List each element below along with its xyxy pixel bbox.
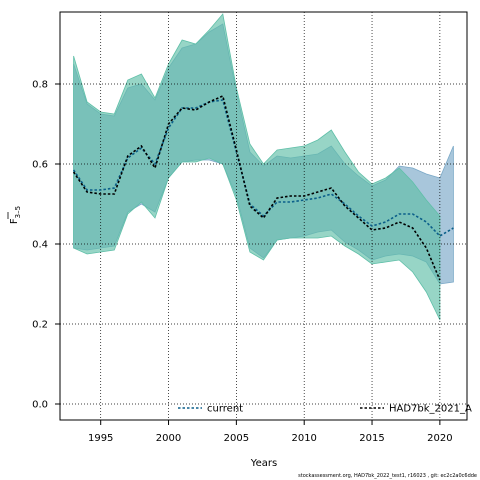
x-axis-title: Years <box>250 458 277 469</box>
legend: current HAD7bk_2021_A <box>178 404 472 415</box>
x-tick-label-0: 1995 <box>88 433 113 444</box>
series-line-1 <box>72 94 441 281</box>
confidence-bands <box>73 13 454 321</box>
y-axis-title-sub: 3–5 <box>14 206 22 218</box>
grid-lines <box>60 12 467 420</box>
plot-frame <box>59 11 468 421</box>
y-tick-label-2: 0.4 <box>32 240 48 251</box>
series-line-0 <box>72 99 454 238</box>
footnote: stockassessment.org, HAD7bk_2022_test1, … <box>298 473 477 479</box>
x-tick-label-4: 2015 <box>359 433 384 444</box>
y-tick-label-4: 0.8 <box>32 80 48 91</box>
legend-label-1: HAD7bk_2021_A <box>389 404 472 415</box>
y-axis-title-main: F <box>9 218 20 224</box>
x-tick-label-2: 2005 <box>224 433 249 444</box>
y-tick-label-3: 0.6 <box>32 160 48 171</box>
x-axis-ticks: 1995 2000 2005 2010 2015 2020 <box>88 420 453 444</box>
series-lines <box>72 94 454 281</box>
x-tick-label-3: 2010 <box>291 433 316 444</box>
y-tick-label-0: 0.0 <box>32 400 48 411</box>
x-tick-label-1: 2000 <box>156 433 181 444</box>
svg-text:F3–5: F3–5 <box>9 206 22 224</box>
y-axis-ticks: 0.0 0.2 0.4 0.6 0.8 <box>32 80 60 411</box>
confidence-band-1 <box>73 13 441 321</box>
y-tick-label-1: 0.2 <box>32 320 48 331</box>
y-axis-title: F3–5 <box>7 206 22 224</box>
x-tick-label-5: 2020 <box>427 433 452 444</box>
legend-label-0: current <box>207 404 243 415</box>
